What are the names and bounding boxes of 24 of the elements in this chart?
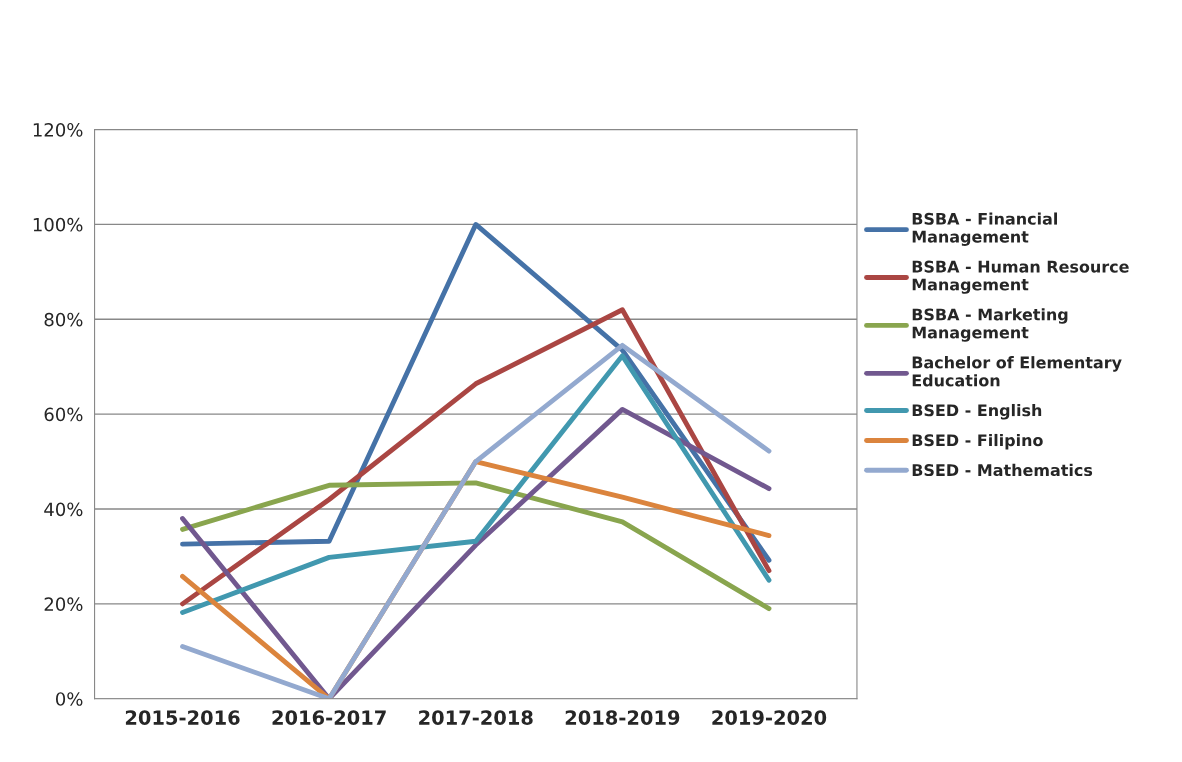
x-tick-label: 2017-2018 (419, 710, 533, 725)
x-tick-label: 2018-2019 (565, 710, 680, 725)
y-tick-label: 40% (44, 502, 83, 517)
y-tick-label: 20% (44, 597, 83, 611)
x-tick-label: 2016-2017 (272, 710, 386, 725)
y-tick-label: 120% (33, 123, 83, 137)
legend-label: BSED - English (912, 403, 1042, 420)
legend-label: BSBA - Human Resource Management (912, 260, 1129, 294)
y-tick-label: 80% (44, 312, 83, 327)
line-series (180, 307, 772, 607)
line-series (180, 480, 772, 612)
legend-label: BSED - Mathematics (912, 463, 1093, 477)
legend-label: BSBA - Financial Management (912, 212, 1057, 246)
y-tick-label: 60% (44, 407, 83, 422)
legend-label: BSBA - Marketing Management (912, 308, 1068, 342)
x-tick-label: 2019-2020 (712, 710, 827, 725)
line-series (180, 353, 772, 615)
line-series (180, 406, 772, 699)
y-tick-label: 100% (33, 217, 83, 232)
x-tick-label: 2015-2016 (125, 710, 240, 725)
y-tick-label: 0% (56, 692, 83, 706)
line-series (180, 342, 772, 699)
legend-label: Bachelor of Elementary Education (912, 356, 1122, 387)
legend-label: BSED - Filipino (912, 433, 1043, 450)
